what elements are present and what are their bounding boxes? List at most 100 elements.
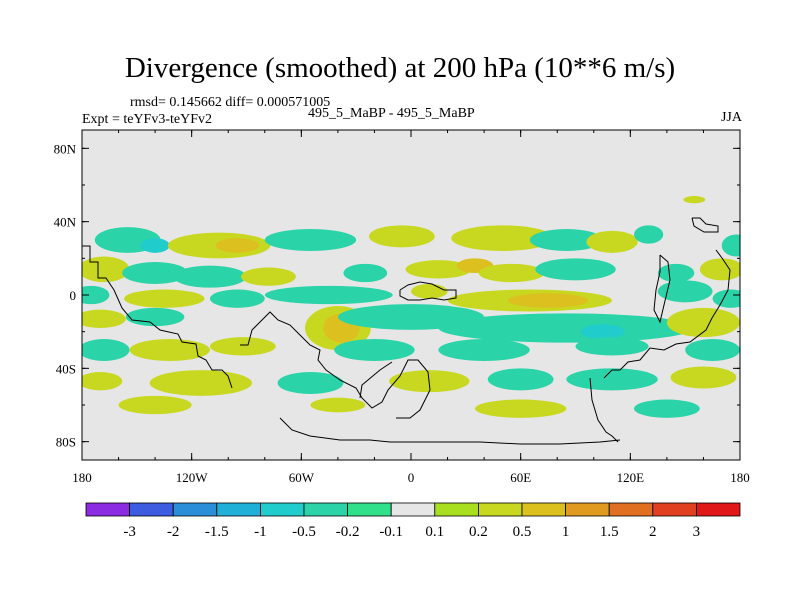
x-tick-label: 60W	[289, 470, 315, 485]
divergence-region	[368, 225, 435, 248]
colorbar-label: 0.2	[469, 524, 488, 540]
colorbar-label: 0.1	[425, 524, 444, 540]
divergence-region	[683, 196, 706, 204]
divergence-region	[140, 238, 170, 253]
divergence-region	[334, 339, 415, 361]
colorbar-swatch	[85, 502, 130, 517]
colorbar-label: -0.5	[292, 524, 316, 540]
coastline-segment	[603, 249, 731, 379]
divergence-region	[264, 229, 357, 251]
colorbar-swatch	[216, 502, 261, 517]
y-tick-label: 80S	[56, 435, 76, 450]
divergence-region	[82, 339, 130, 361]
divergence-region	[657, 263, 695, 283]
divergence-region	[474, 399, 567, 418]
y-tick-label: 0	[70, 288, 77, 303]
divergence-region	[125, 307, 185, 327]
y-tick-label: 40S	[56, 361, 76, 376]
x-tick-label: 180	[72, 470, 92, 485]
divergence-region	[657, 280, 713, 303]
colorbar-label: -3	[123, 524, 136, 540]
divergence-region	[310, 397, 366, 413]
divergence-region	[487, 368, 554, 391]
coastline-segment	[653, 254, 671, 324]
divergence-region	[122, 262, 189, 284]
divergence-region	[529, 229, 603, 251]
divergence-region	[721, 234, 740, 257]
divergence-region	[580, 324, 625, 339]
divergence-region	[438, 339, 530, 361]
divergence-region	[241, 267, 296, 286]
divergence-region	[438, 313, 695, 343]
x-tick-label: 60E	[510, 470, 531, 485]
colorbar-swatch	[259, 502, 305, 517]
colorbar-label: -0.2	[336, 524, 360, 540]
colorbar-label: 2	[649, 524, 657, 540]
coastline-segment	[399, 281, 457, 301]
divergence-region	[712, 289, 740, 308]
map-axes: 180 120W 60W 0 60E 120E 180 80N 40N 0 40S 80S	[54, 130, 750, 485]
divergence-region	[666, 307, 740, 338]
divergence-region	[173, 265, 247, 288]
divergence-region	[405, 260, 472, 279]
divergence-region	[633, 399, 700, 418]
colorbar-label: -0.1	[379, 524, 403, 540]
coastline-segment	[279, 417, 621, 445]
colorbar-label: -1	[254, 524, 267, 540]
divergence-region	[82, 285, 110, 305]
divergence-region	[566, 368, 658, 391]
divergence-region	[633, 225, 664, 244]
divergence-region	[586, 230, 638, 253]
divergence-region	[124, 289, 205, 308]
colorbar-label: 0.5	[513, 524, 532, 540]
colorbar-swatch	[652, 502, 697, 517]
divergence-region	[507, 293, 589, 308]
y-tick-label: 80N	[54, 141, 77, 156]
divergence-region	[149, 370, 252, 396]
colorbar: -3 -2 -1.5 -1 -0.5 -0.2 -0.1 0.1 0.2 0.5 1 1.5 2 3	[85, 502, 741, 540]
colorbar-swatch	[696, 502, 741, 517]
coastline-segment	[359, 361, 393, 399]
colorbar-swatch	[608, 502, 654, 517]
x-tick-label: 0	[408, 470, 415, 485]
x-tick-label: 120W	[176, 470, 209, 485]
divergence-region	[215, 238, 260, 253]
y-tick-label: 40N	[54, 215, 77, 230]
divergence-region	[82, 309, 126, 328]
divergence-region	[129, 339, 210, 361]
plot-title: Divergence (smoothed) at 200 hPa (10**6 …	[124, 52, 676, 84]
coastline-segment	[589, 377, 619, 443]
colorbar-label: 1.5	[600, 524, 619, 540]
coastline-segment	[691, 217, 719, 233]
divergence-region	[343, 263, 388, 283]
divergence-region	[670, 366, 737, 389]
coastline-segment	[82, 245, 233, 389]
divergence-region	[82, 372, 123, 391]
divergence-region	[118, 395, 192, 415]
divergence-region	[699, 258, 740, 281]
coastlines	[82, 217, 731, 445]
case-names-label: 495_5_MaBP - 495_5_MaBP	[308, 106, 475, 121]
divergence-region	[82, 256, 130, 283]
divergence-region	[209, 289, 265, 308]
colorbar-swatch	[565, 502, 610, 517]
colorbar-swatch	[390, 502, 436, 517]
x-tick-label: 120E	[617, 470, 645, 485]
divergence-field	[82, 196, 740, 418]
colorbar-swatch	[129, 502, 174, 517]
colorbar-swatch	[347, 502, 392, 517]
colorbar-label: -2	[167, 524, 180, 540]
coastline-segment	[240, 311, 431, 419]
colorbar-swatch	[521, 502, 566, 517]
divergence-region	[264, 285, 393, 305]
divergence-region	[411, 284, 448, 299]
divergence-region	[451, 225, 554, 252]
season-label: JJA	[720, 110, 742, 125]
divergence-region	[685, 339, 740, 361]
divergence-region	[277, 372, 344, 394]
colorbar-swatch	[434, 502, 479, 517]
experiment-label: Expt = teYFv3-teYFv2	[82, 112, 212, 127]
divergence-region	[478, 263, 545, 283]
colorbar-label: -1.5	[205, 524, 229, 540]
colorbar-swatch	[303, 502, 348, 517]
